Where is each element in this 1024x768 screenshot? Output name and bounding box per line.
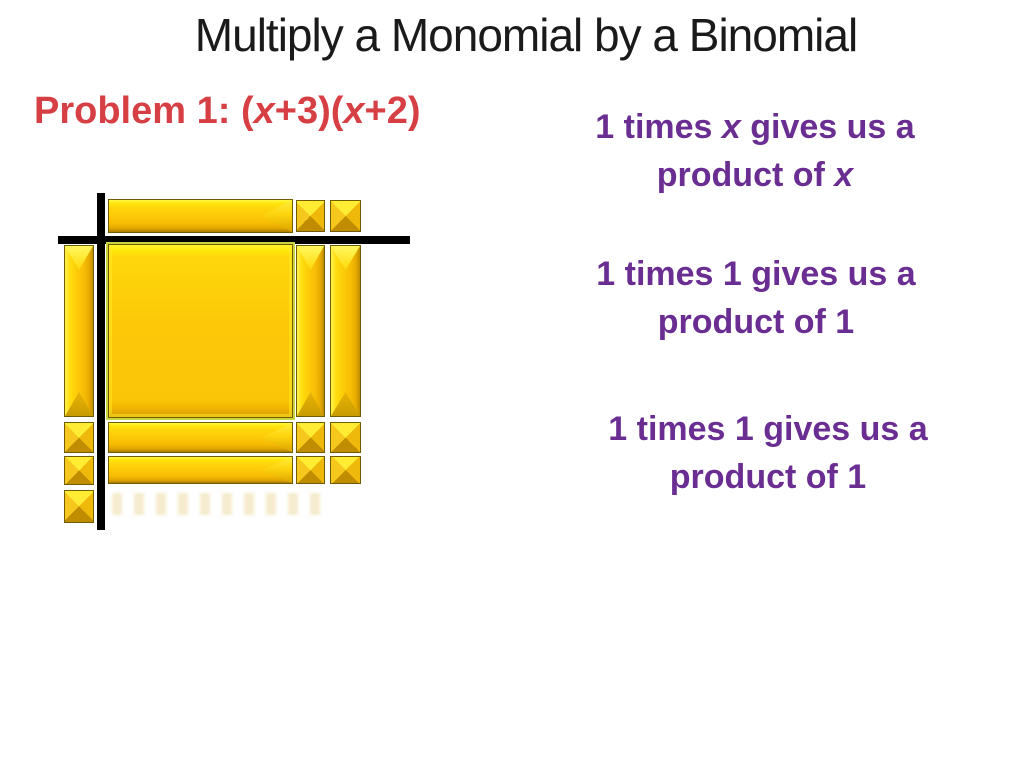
problem-variable-x1: x bbox=[253, 90, 275, 132]
note-text: 1 times bbox=[595, 108, 722, 146]
problem-heading: Problem 1: (x+3)(x+2) bbox=[34, 90, 421, 133]
header-top-x-tile bbox=[108, 199, 293, 233]
note-block-2: 1 times 1 gives us a product of 1 bbox=[556, 250, 956, 347]
product-unit-tile bbox=[296, 456, 325, 484]
note-line: product of x bbox=[553, 151, 957, 199]
note-text: gives us a bbox=[740, 108, 915, 146]
product-vertical-x-tile bbox=[330, 245, 361, 417]
note-line: 1 times 1 gives us a bbox=[596, 255, 916, 293]
slide-title: Multiply a Monomial by a Binomial bbox=[194, 9, 858, 61]
problem-variable-x2: x bbox=[343, 90, 365, 132]
header-left-unit-tile bbox=[64, 490, 94, 523]
note-variable-x: x bbox=[721, 108, 741, 146]
note-block-3: 1 times 1 gives us a product of 1 bbox=[570, 405, 966, 502]
note-block-1: 1 times x gives us a product of x bbox=[553, 103, 957, 200]
note-line: 1 times 1 gives us a bbox=[608, 410, 928, 448]
note-line: product of 1 bbox=[657, 303, 855, 342]
header-top-unit-tile bbox=[296, 200, 325, 232]
product-unit-tile bbox=[330, 422, 361, 453]
product-horizontal-x-tile bbox=[108, 422, 293, 453]
note-text: product of bbox=[656, 156, 835, 195]
problem-text-mid: +3)( bbox=[274, 90, 344, 132]
note-line: product of 1 bbox=[669, 458, 867, 497]
note-line: 1 times x gives us a bbox=[553, 103, 957, 151]
header-left-unit-tile bbox=[64, 456, 94, 485]
problem-text-prefix: Problem 1: ( bbox=[34, 90, 254, 132]
product-vertical-x-tile bbox=[296, 245, 325, 417]
note-variable-x: x bbox=[834, 156, 854, 195]
problem-text-suffix: +2) bbox=[364, 90, 421, 132]
header-top-unit-tile bbox=[330, 200, 361, 232]
vertical-axis-line bbox=[97, 193, 105, 530]
x-squared-tile bbox=[108, 244, 293, 418]
horizontal-axis-line bbox=[58, 236, 410, 244]
header-left-unit-tile bbox=[64, 422, 94, 453]
product-unit-tile bbox=[330, 456, 361, 484]
header-left-x-tile bbox=[64, 245, 94, 417]
product-horizontal-x-tile bbox=[108, 456, 293, 484]
product-unit-tile bbox=[296, 422, 325, 453]
fading-tiles-ghost bbox=[112, 493, 327, 515]
